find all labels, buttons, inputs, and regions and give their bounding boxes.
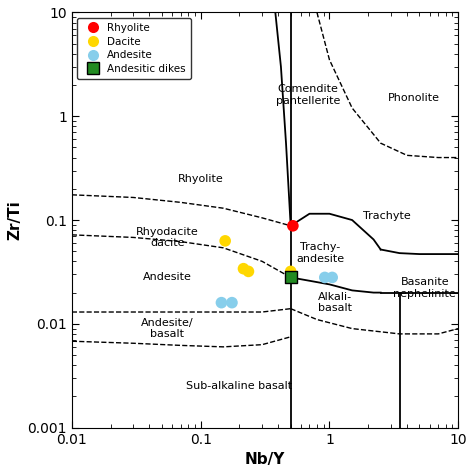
Text: Alkali-
basalt: Alkali- basalt (318, 292, 352, 313)
Text: Sub-alkaline basalt: Sub-alkaline basalt (186, 382, 292, 392)
Point (218, 299, 225, 307)
Text: Rhyodacite
dacite: Rhyodacite dacite (136, 227, 199, 248)
Y-axis label: Zr/Ti: Zr/Ti (7, 200, 22, 240)
Legend: Rhyolite, Dacite, Andesite, Andesitic dikes: Rhyolite, Dacite, Andesite, Andesitic di… (77, 18, 191, 79)
Text: Trachyte: Trachyte (363, 211, 411, 221)
Text: Andesite: Andesite (143, 273, 191, 283)
Text: Andesite/
basalt: Andesite/ basalt (141, 318, 193, 339)
Text: Rhyolite: Rhyolite (178, 174, 224, 184)
Point (228, 299, 236, 307)
Point (221, 237, 229, 245)
Text: Phonolite: Phonolite (388, 93, 439, 103)
Point (321, 273, 328, 281)
Point (328, 273, 336, 281)
X-axis label: Nb/Y: Nb/Y (245, 452, 285, 467)
Text: Trachy-
andesite: Trachy- andesite (296, 242, 345, 264)
Point (245, 268, 252, 275)
Point (240, 265, 247, 273)
Point (289, 222, 297, 229)
Text: Basanite
nephelinite: Basanite nephelinite (393, 277, 456, 299)
Text: Comendite
pantellerite: Comendite pantellerite (276, 84, 340, 106)
Point (287, 268, 294, 275)
Point (287, 273, 294, 281)
